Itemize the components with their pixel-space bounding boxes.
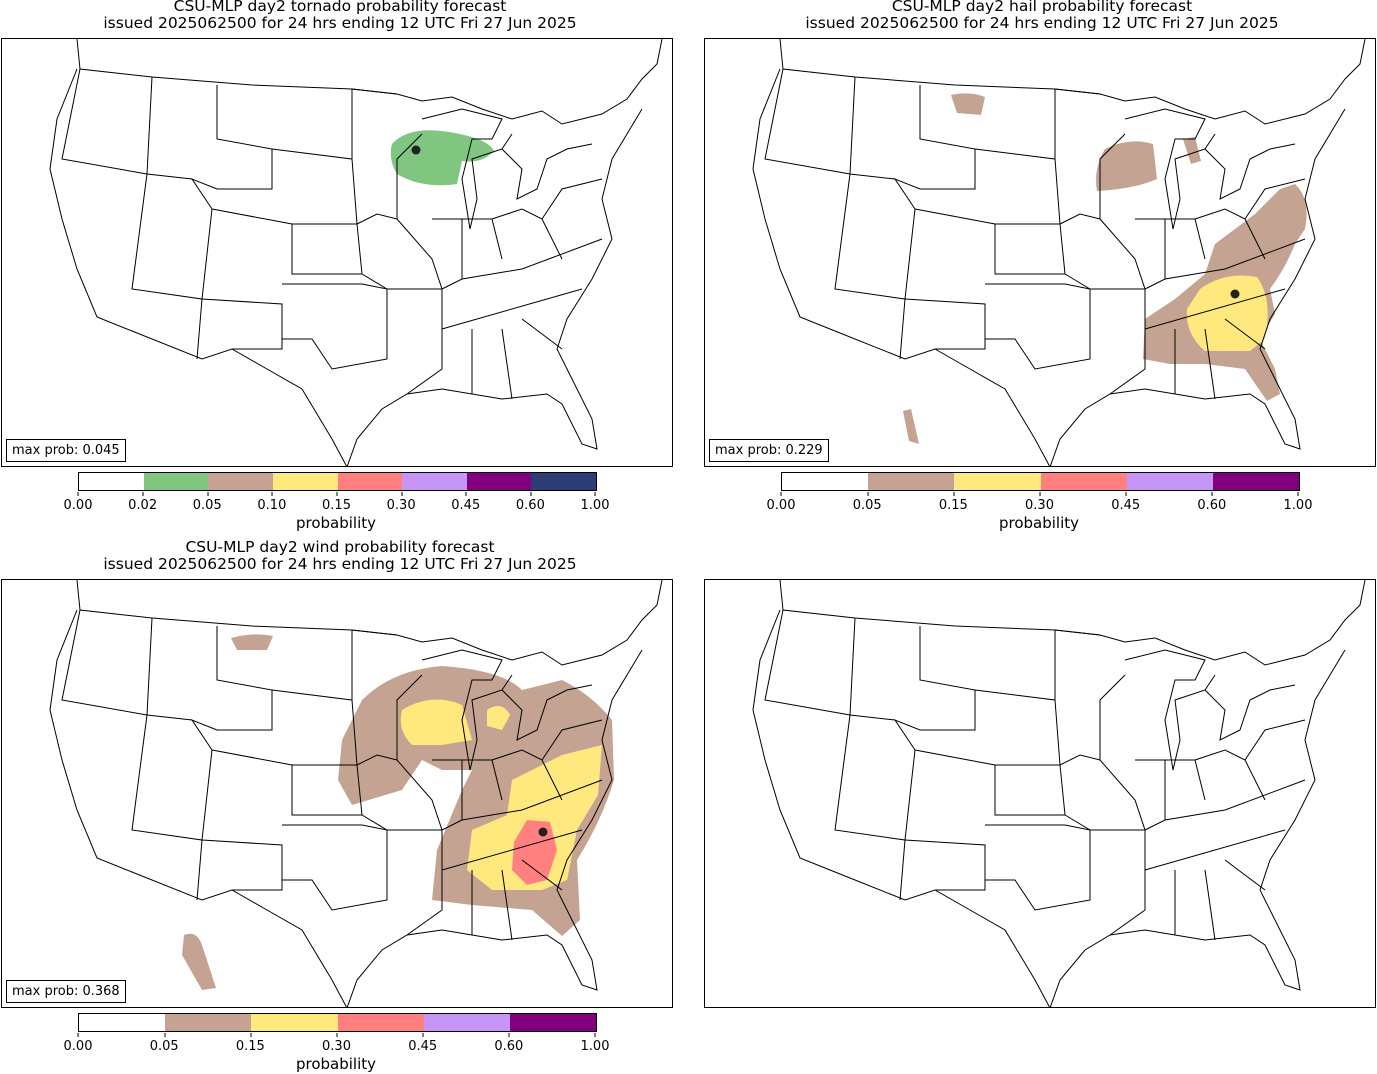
hail-prob-area-0.05	[903, 93, 1307, 444]
wind-prob-area-0.15	[400, 699, 602, 890]
hail-map: max prob: 0.229	[704, 38, 1376, 467]
tornado-prob-area-0.02	[390, 130, 494, 186]
tornado-map: max prob: 0.045	[1, 38, 673, 467]
wind-map-canvas	[49, 580, 663, 1007]
hail-colorbar-ticks: 0.00 0.05 0.15 0.30 0.45 0.60 1.00	[766, 492, 1313, 513]
wind-colorbar-label: probability	[295, 1055, 377, 1073]
tornado-panel-title: CSU-MLP day2 tornado probability forecas…	[103, 0, 577, 32]
wind-max-point	[538, 827, 548, 837]
wind-prob-area-0.30	[512, 820, 557, 885]
tornado-max-prob: max prob: 0.045	[6, 439, 126, 462]
tornado-map-canvas	[49, 39, 663, 466]
wind-max-prob: max prob: 0.368	[6, 980, 126, 1003]
hail-max-prob: max prob: 0.229	[709, 439, 829, 462]
tornado-max-point	[411, 145, 421, 155]
wind-panel-title: CSU-MLP day2 wind probability forecast i…	[103, 538, 577, 573]
tornado-colorbar-ticks: 0.00 0.02 0.05 0.10 0.15 0.30 0.45 0.60 1.00	[63, 492, 610, 513]
hail-max-point	[1230, 289, 1240, 299]
empty-map	[704, 579, 1376, 1008]
tornado-colorbar	[78, 472, 597, 491]
wind-colorbar-ticks: 0.00 0.05 0.15 0.30 0.45 0.60 1.00	[63, 1033, 610, 1054]
tornado-colorbar-label: probability	[295, 514, 377, 532]
hail-panel-title: CSU-MLP day2 hail probability forecast i…	[805, 0, 1279, 32]
wind-colorbar	[78, 1013, 597, 1032]
wind-map: max prob: 0.368	[1, 579, 673, 1008]
empty-map-canvas	[752, 580, 1366, 1007]
hail-colorbar	[781, 472, 1300, 491]
hail-prob-area-0.15	[1186, 275, 1268, 351]
hail-colorbar-label: probability	[998, 514, 1080, 532]
hail-map-canvas	[752, 39, 1366, 466]
